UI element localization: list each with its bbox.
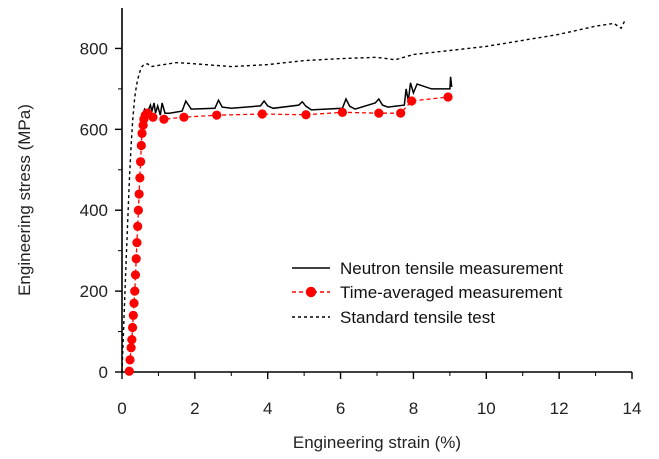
axes: 0 2 4 6 8 10 12 14 0 200 400 600 800	[80, 8, 642, 418]
y-tick-label: 800	[80, 39, 108, 58]
data-point-time-averaged	[125, 355, 135, 365]
x-tick-label: 10	[477, 399, 496, 418]
data-point-time-averaged	[127, 335, 137, 345]
data-point-time-averaged	[130, 286, 140, 296]
data-point-time-averaged	[135, 173, 145, 183]
x-tick-label: 2	[190, 399, 199, 418]
x-tick-label: 0	[117, 399, 126, 418]
data-point-time-averaged	[134, 189, 144, 199]
series-neutron-tensile-line	[141, 76, 453, 118]
data-point-time-averaged	[374, 108, 384, 118]
y-tick-label: 0	[99, 363, 108, 382]
y-tick-label: 200	[80, 282, 108, 301]
legend-label: Neutron tensile measurement	[340, 259, 563, 278]
data-point-time-averaged	[179, 112, 189, 122]
x-tick-label: 14	[623, 399, 642, 418]
legend: Neutron tensile measurement Time-averaged…	[292, 259, 563, 327]
legend-marker	[305, 286, 317, 298]
data-point-time-averaged	[407, 96, 417, 106]
data-point-time-averaged	[130, 270, 141, 280]
data-point-time-averaged	[257, 109, 267, 119]
x-tick-label: 4	[263, 399, 272, 418]
data-point-time-averaged	[124, 366, 134, 376]
y-axis-title: Engineering stress (MPa)	[15, 104, 34, 296]
data-point-time-averaged	[136, 140, 146, 151]
data-point-time-averaged	[212, 110, 222, 120]
x-axis-title: Engineering strain (%)	[293, 433, 461, 452]
data-point-time-averaged	[396, 108, 406, 118]
data-point-time-averaged	[131, 254, 141, 264]
data-point-time-averaged	[128, 310, 138, 320]
series-time-averaged-line	[128, 96, 449, 372]
data-point-time-averaged	[132, 237, 142, 248]
legend-label: Standard tensile test	[340, 308, 495, 327]
y-tick-label: 600	[80, 120, 108, 139]
legend-label: Time-averaged measurement	[340, 283, 563, 302]
data-point-time-averaged	[135, 157, 146, 167]
data-point-time-averaged	[301, 110, 311, 120]
data-point-time-averaged	[126, 343, 136, 353]
series-layer	[121, 20, 626, 376]
data-point-time-averaged	[127, 322, 138, 333]
series-standard-tensile-line	[121, 20, 626, 373]
data-point-time-averaged	[337, 107, 347, 117]
x-tick-label: 8	[409, 399, 418, 418]
data-point-time-averaged	[148, 112, 158, 122]
x-tick-label: 6	[336, 399, 345, 418]
data-point-time-averaged	[133, 221, 143, 231]
data-point-time-averaged	[159, 114, 169, 124]
y-tick-label: 400	[80, 201, 108, 220]
data-point-time-averaged	[133, 205, 143, 215]
data-point-time-averaged	[137, 128, 147, 138]
data-point-time-averaged	[129, 298, 139, 308]
x-tick-label: 12	[550, 399, 569, 418]
data-point-time-averaged	[443, 92, 453, 102]
